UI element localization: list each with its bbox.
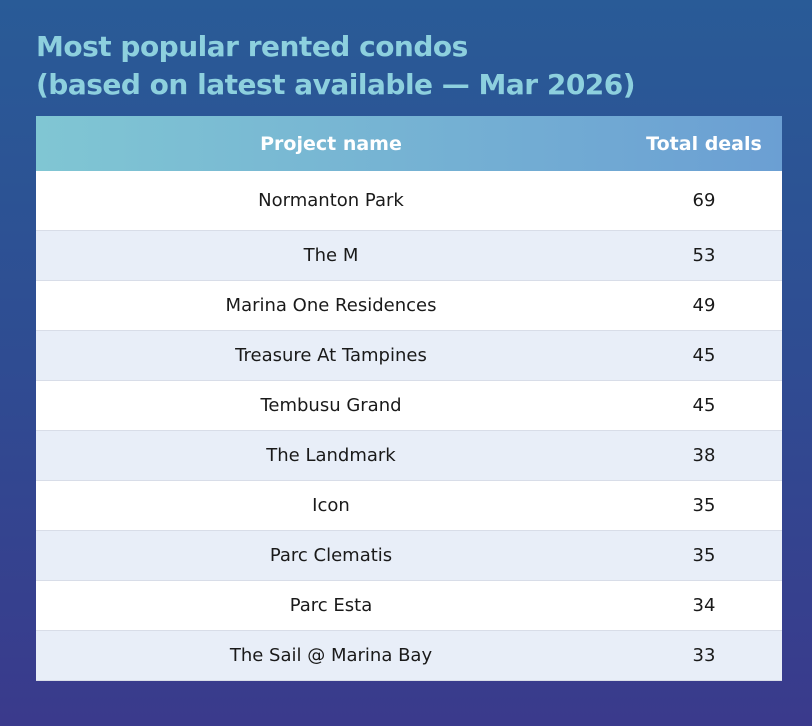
table-header: Project name Total deals (36, 116, 782, 171)
project-name: Treasure At Tampines (235, 345, 427, 366)
table: Project name Total deals Normanton Park 6… (36, 116, 782, 681)
total-deals: 34 (692, 595, 716, 616)
total-deals: 35 (692, 545, 716, 566)
project-name: Tembusu Grand (260, 395, 402, 416)
project-name: Normanton Park (258, 190, 404, 211)
project-name: Marina One Residences (225, 295, 437, 316)
total-deals: 69 (692, 190, 716, 211)
table-row: Parc Esta 34 (36, 581, 782, 631)
project-name: The M (303, 245, 359, 266)
title: Most popular rented condos (based on lat… (36, 28, 636, 104)
project-name: The Sail @ Marina Bay (229, 645, 433, 666)
table-row: Marina One Residences 49 (36, 281, 782, 331)
title-line: Most popular rented condos (36, 30, 468, 63)
table-row: The Sail @ Marina Bay 33 (36, 631, 782, 681)
table-row: Icon 35 (36, 481, 782, 531)
table-row: Tembusu Grand 45 (36, 381, 782, 431)
project-name: The Landmark (266, 445, 396, 466)
column-header: Project name (260, 132, 402, 155)
total-deals: 35 (692, 495, 716, 516)
project-name: Parc Esta (289, 595, 373, 616)
total-deals: 49 (692, 295, 716, 316)
total-deals: 45 (692, 345, 716, 366)
table-row: Treasure At Tampines 45 (36, 331, 782, 381)
table-row: The M 53 (36, 231, 782, 281)
project-name: Parc Clematis (269, 545, 393, 566)
title-line: (based on latest available — Mar 2026) (36, 68, 636, 101)
total-deals: 38 (692, 445, 716, 466)
table-row: The Landmark 38 (36, 431, 782, 481)
column-header: Total deals (646, 132, 762, 155)
project-name: Icon (312, 495, 350, 516)
table-row: Normanton Park 69 (36, 171, 782, 231)
total-deals: 33 (692, 645, 716, 666)
total-deals: 53 (692, 245, 716, 266)
table-row: Parc Clematis 35 (36, 531, 782, 581)
total-deals: 45 (692, 395, 716, 416)
